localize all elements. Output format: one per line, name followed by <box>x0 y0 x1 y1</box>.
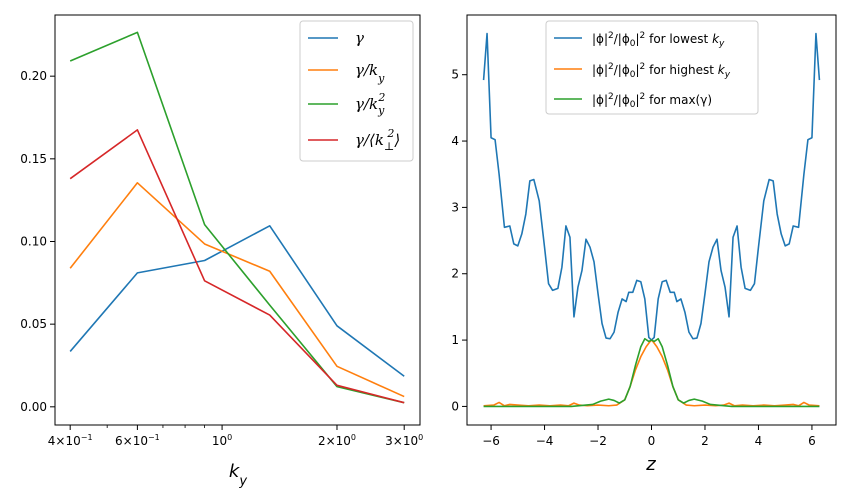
left-y-tick-label-3: 0.15 <box>20 152 47 166</box>
right-y-tick-label-5: 5 <box>451 68 459 82</box>
right-y-axis: 0 1 2 3 4 5 <box>451 68 467 413</box>
left-chart: 4×10−1 6×10−1 100 2×100 3×100 0.000.050.100.… <box>20 14 423 489</box>
right-x-axis-label: z <box>645 454 656 475</box>
right-legend: |ϕ|2/|ϕ0|2 for lowest ky |ϕ|2/|ϕ0|2 for … <box>545 20 759 115</box>
right-y-tick-label-1: 1 <box>451 333 459 347</box>
left-x-tick-label-4: 3×100 <box>385 433 423 448</box>
right-x-tick-label-5: 4 <box>755 434 763 448</box>
left-legend: γ γ/ky γ/ky2 γ/⟨k⊥2⟩ <box>299 20 414 162</box>
left-x-tick-label-3: 2×100 <box>318 433 356 448</box>
legend-label-gamma-over-ky: γ/ky <box>355 61 385 85</box>
right-x-tick-label-4: 2 <box>701 434 709 448</box>
left-plot-frame <box>54 14 421 426</box>
left-series-group <box>69 31 405 404</box>
right-y-tick-label-0: 0 <box>451 399 459 413</box>
left-x-axis: 4×10−1 6×10−1 100 2×100 3×100 <box>48 425 423 448</box>
left-y-tick-label-2: 0.10 <box>20 234 47 248</box>
legend-label-gamma-over-ky2: γ/ky2 <box>355 91 385 117</box>
legend-label-max-gamma: |ϕ|2/|ϕ0|2 for max(γ) <box>592 92 712 110</box>
left-series-line-2 <box>69 31 405 404</box>
left-series-line-1 <box>69 182 405 398</box>
right-legend-box <box>545 20 759 115</box>
left-y-tick-label-1: 0.05 <box>20 317 47 331</box>
left-series-line-0 <box>69 224 405 377</box>
left-y-axis: 0.00 0.05 0.10 0.15 0.20 <box>20 69 55 414</box>
right-x-tick-label-1: −4 <box>536 434 554 448</box>
left-legend-box <box>299 20 414 162</box>
right-series-group <box>482 32 821 408</box>
legend-label-lowest-ky: |ϕ|2/|ϕ0|2 for lowest ky <box>592 31 725 49</box>
legend-label-highest-ky: |ϕ|2/|ϕ0|2 for highest ky <box>592 62 731 80</box>
legend-label-gamma: γ <box>355 29 364 47</box>
left-x-tick-label-1: 6×10−1 <box>115 433 160 448</box>
right-x-tick-label-0: −6 <box>482 434 500 448</box>
right-x-axis: −6 −4 −2 0 2 4 6 <box>482 425 816 448</box>
right-series-line-1 <box>483 339 820 407</box>
right-x-tick-label-6: 6 <box>808 434 816 448</box>
left-x-tick-label-0: 4×10−1 <box>48 433 93 448</box>
right-x-tick-label-2: −2 <box>589 434 607 448</box>
left-series-line-3 <box>69 129 405 404</box>
right-y-tick-label-4: 4 <box>451 134 459 148</box>
legend-label-gamma-over-kperp2: γ/⟨k⊥2⟩ <box>355 127 400 153</box>
right-x-tick-label-3: 0 <box>648 434 656 448</box>
left-y-tick-label-4: 0.20 <box>20 69 47 83</box>
right-y-tick-label-3: 3 <box>451 200 459 214</box>
right-y-tick-label-2: 2 <box>451 267 459 281</box>
left-x-axis-label: ky <box>229 461 247 489</box>
left-y-tick-label-0: 0.00 <box>20 400 47 414</box>
left-x-tick-label-2: 100 <box>212 433 232 448</box>
right-chart: −6 −4 −2 0 2 4 6 0 1 2 3 4 5 z |ϕ|2/|ϕ0|2 for lowes… <box>451 14 837 475</box>
right-series-line-2 <box>483 337 820 408</box>
